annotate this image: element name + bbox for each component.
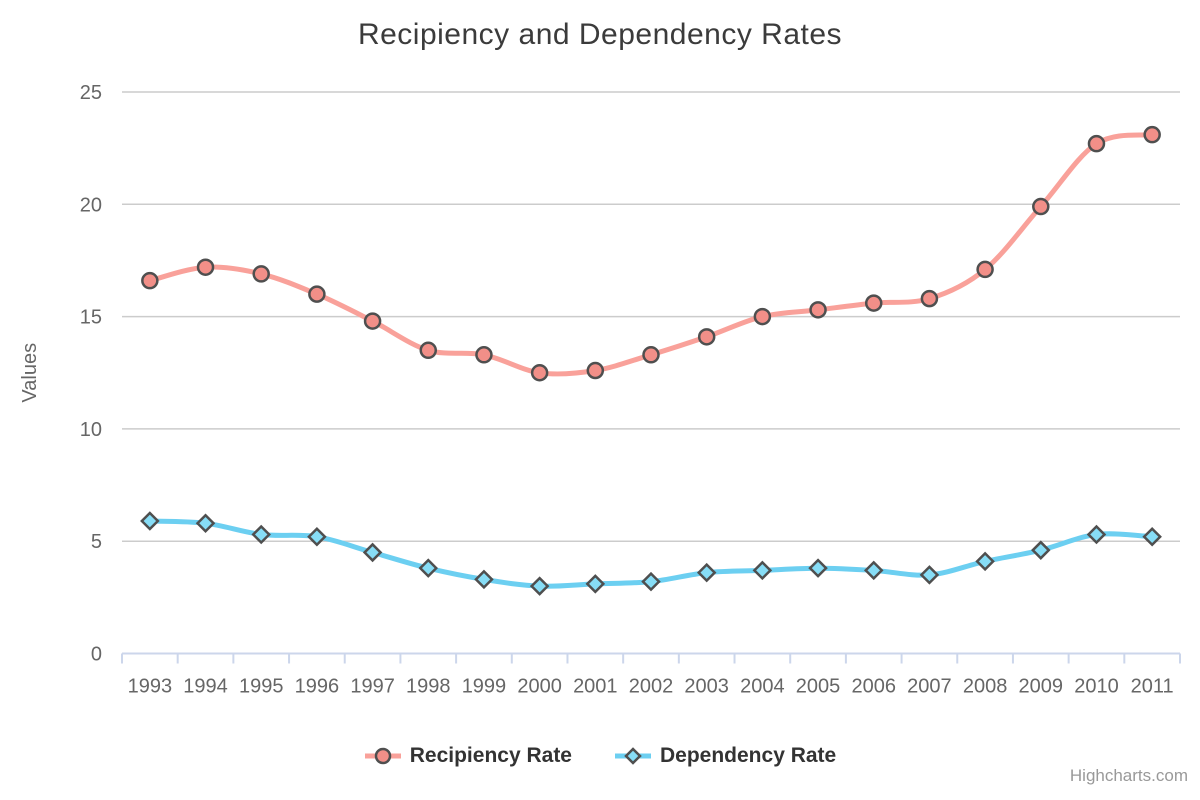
legend: Recipiency Rate Dependency Rate [0, 744, 1200, 768]
recipiency-rate-point-marker[interactable] [196, 258, 215, 276]
dependency-rate-point-marker[interactable] [474, 569, 494, 590]
x-axis-tick-label: 2006 [851, 676, 896, 698]
y-axis-tick-label: 15 [80, 307, 102, 329]
circle-legend-glyph-icon [374, 747, 391, 765]
dependency-rate-point-marker[interactable] [1142, 526, 1162, 547]
dependency-rate-point-marker[interactable] [140, 511, 160, 531]
dependency-rate-point-marker[interactable] [696, 562, 717, 583]
y-axis-title: Values [19, 343, 41, 403]
recipiency-rate-point-marker[interactable] [363, 312, 382, 330]
y-axis-tick-label: 20 [80, 194, 102, 216]
dependency-rate-point-marker[interactable] [752, 560, 773, 581]
dependency-rate-point-marker[interactable] [529, 576, 550, 596]
dependency-rate-point-marker[interactable] [307, 526, 327, 547]
dependency-rate-point-marker[interactable] [362, 542, 383, 563]
recipiency-rate-point-marker[interactable] [530, 364, 549, 382]
recipiency-rate-point-marker[interactable] [586, 361, 605, 380]
x-axis-tick-label: 2010 [1074, 676, 1119, 698]
x-axis-tick-label: 1999 [462, 676, 507, 698]
dependency-rate-point-marker[interactable] [585, 574, 606, 594]
x-axis-tick-label: 2007 [907, 676, 952, 698]
recipiency-rate-point-marker[interactable] [697, 328, 716, 346]
x-axis-tick-label: 1994 [183, 676, 228, 698]
dependency-rate-point-marker[interactable] [418, 558, 439, 578]
y-axis-tick-label: 0 [91, 644, 102, 666]
dependency-rate-point-marker[interactable] [195, 513, 216, 533]
x-axis-tick-label: 2003 [684, 676, 729, 698]
series-recipiency-rate [141, 125, 1161, 382]
x-axis-tick-label: 2008 [963, 676, 1008, 698]
x-axis-tick-label: 1993 [128, 676, 173, 698]
dependency-rate-point-marker[interactable] [1086, 524, 1107, 545]
recipiency-rate-point-marker[interactable] [642, 346, 660, 364]
dependency-rate-point-marker[interactable] [975, 551, 995, 572]
diamond-legend-glyph-icon [624, 747, 642, 765]
recipiency-rate-point-marker[interactable] [809, 301, 827, 319]
x-axis-tick-label: 1997 [350, 676, 395, 698]
x-axis-tick-label: 2002 [629, 676, 674, 698]
dependency-rate-point-marker[interactable] [641, 571, 661, 592]
dependency-rate-point-marker[interactable] [251, 524, 271, 545]
x-axis-tick-label: 2004 [740, 676, 785, 698]
recipiency-rate-point-marker[interactable] [1032, 197, 1050, 216]
credits-link[interactable]: Highcharts.com [1069, 766, 1188, 785]
dependency-legend-marker-icon [615, 747, 651, 765]
recipiency-rate-point-marker[interactable] [141, 271, 159, 290]
recipiency-rate-point-marker[interactable] [475, 346, 493, 364]
legend-label-recipiency: Recipiency Rate [409, 744, 572, 767]
recipiency-legend-marker-icon [364, 747, 401, 765]
series-dependency-rate [140, 511, 1162, 596]
x-axis-tick-label: 2000 [517, 676, 562, 698]
x-axis-tick-label: 2001 [573, 676, 618, 698]
recipiency-rate-line [147, 132, 1155, 377]
recipiency-rate-point-marker[interactable] [920, 289, 939, 308]
x-axis-tick-label: 2005 [796, 676, 841, 698]
recipiency-rate-point-marker[interactable] [864, 294, 883, 312]
dependency-rate-point-marker[interactable] [919, 565, 940, 585]
recipiency-rate-point-marker[interactable] [976, 260, 994, 279]
x-axis-tick-label: 1996 [295, 676, 340, 698]
y-axis-tick-label: 5 [91, 531, 102, 553]
dependency-rate-point-marker[interactable] [808, 558, 828, 578]
recipiency-rate-point-marker[interactable] [419, 341, 438, 360]
recipiency-rate-point-marker[interactable] [308, 285, 326, 303]
chart-title: Recipiency and Dependency Rates [357, 18, 843, 51]
dependency-rate-point-marker[interactable] [863, 560, 884, 581]
y-axis-tick-label: 25 [80, 82, 102, 104]
legend-item-dependency[interactable]: Dependency Rate [614, 744, 836, 768]
dependency-rate-point-marker[interactable] [1031, 540, 1051, 560]
recipiency-rate-point-marker[interactable] [753, 307, 772, 326]
recipiency-rate-point-marker[interactable] [1087, 134, 1106, 153]
x-axis-tick-label: 1998 [406, 676, 451, 698]
x-axis-tick-label: 2011 [1131, 676, 1174, 698]
recipiency-rate-point-marker[interactable] [252, 265, 270, 283]
legend-item-recipiency[interactable]: Recipiency Rate [364, 744, 572, 768]
x-axis-tick-label: 1995 [239, 676, 284, 698]
recipiency-rate-point-marker[interactable] [1143, 125, 1161, 144]
legend-label-dependency: Dependency Rate [660, 744, 837, 767]
y-axis-tick-label: 10 [80, 419, 102, 441]
x-axis-tick-label: 2009 [1019, 676, 1064, 698]
